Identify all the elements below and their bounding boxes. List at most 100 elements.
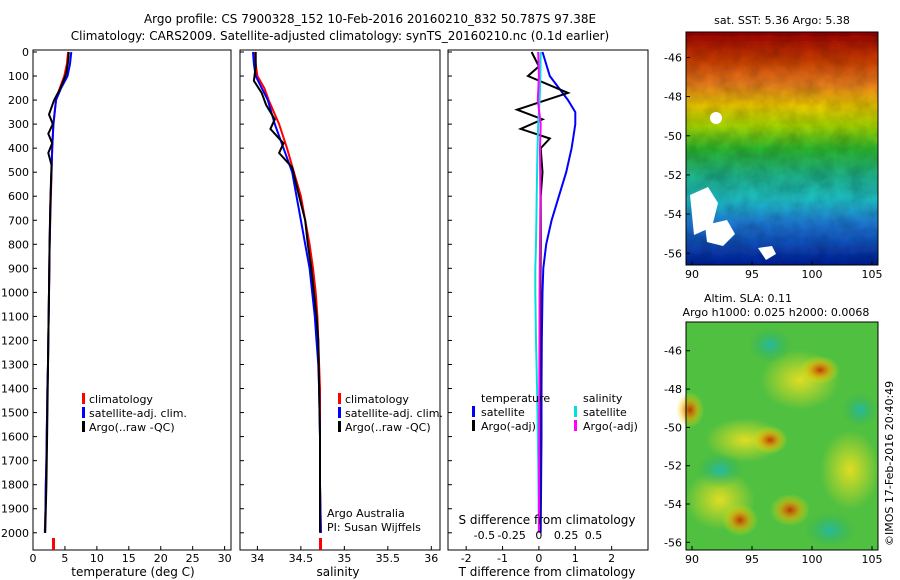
- legend-swatch-satellite: [338, 407, 341, 418]
- sst-map-frame: [685, 31, 879, 266]
- depth-tick-label: 700: [8, 214, 29, 227]
- depth-tick-label: 600: [8, 190, 29, 203]
- x-tick-label: -2: [461, 552, 472, 565]
- salinity-axis-label: salinity: [316, 565, 359, 579]
- climatology-bottom-marker: [319, 538, 322, 550]
- depth-tick-label: 1200: [1, 334, 29, 347]
- x-tick-label: 25: [186, 552, 200, 565]
- imos-credit: ©IMOS 17-Feb-2016 20:40:49: [883, 381, 896, 546]
- legend-label-temp-argo: Argo(-adj): [481, 420, 536, 433]
- legend-swatch-sal-argo: [574, 420, 577, 431]
- sst-map-nodata-patch: [690, 187, 718, 235]
- map-x-tick-label: 100: [802, 268, 823, 281]
- depth-axis: 0 100 200 300 400 500 600 700 800 900 1000 1100 1200…: [1, 46, 452, 540]
- salinity-legend: climatology satellite-adj. clim. Argo(..…: [327, 393, 443, 534]
- map-y-tick-label: -52: [664, 460, 682, 473]
- map-y-tick-label: -46: [664, 345, 682, 358]
- sst-map: [685, 31, 879, 266]
- depth-tick-label: 900: [8, 262, 29, 275]
- series-line-temperature-satellite: [539, 51, 577, 533]
- map-y-tick-label: -52: [664, 169, 682, 182]
- legend-label-argo: Argo(..raw -QC): [345, 421, 431, 434]
- depth-tick-label: 200: [8, 94, 29, 107]
- map-y-tick-label: -54: [664, 498, 682, 511]
- map-y-tick-label: -54: [664, 208, 682, 221]
- t-difference-axis-label: T difference from climatology: [458, 565, 636, 579]
- sla-map-blob: [696, 452, 744, 488]
- legend-swatch-argo: [82, 421, 85, 432]
- depth-tick-label: 800: [8, 238, 29, 251]
- x-tick-label: 1: [572, 552, 579, 565]
- map-x-tick-label: 95: [745, 553, 759, 566]
- sla-map-blob: [752, 426, 788, 454]
- map-y-tick-label: -56: [664, 536, 682, 549]
- legend-swatch-argo: [338, 421, 341, 432]
- salinity-plot: 34 34.5 35 35.5 36: [250, 51, 438, 565]
- x-tick-label: 15: [122, 552, 136, 565]
- sla-map-blob: [770, 494, 810, 526]
- depth-tick-label: 1500: [1, 407, 29, 420]
- x-tick-label: 5: [61, 552, 68, 565]
- temperature-plot-frame: [32, 49, 232, 551]
- temperature-axis-label: temperature (deg C): [71, 565, 194, 579]
- map-y-tick-label: -46: [664, 51, 682, 64]
- header-title-line2: Climatology: CARS2009. Satellite-adjuste…: [71, 29, 609, 43]
- salinity-plot-frame: [239, 49, 441, 551]
- series-line-argo-raw-qc-: [44, 51, 70, 533]
- x-tick-label: 35.5: [376, 552, 401, 565]
- series-line-satellite-adj-clim-: [252, 51, 322, 533]
- sst-map-axes: 90 95 100 105 -46 -48 -50 -52 -54 -56: [664, 51, 882, 281]
- sst-map-nodata-patch: [758, 246, 776, 260]
- x-tick-label: 34: [250, 552, 264, 565]
- difference-plot: -2 -1 0 1 2 -0.5 -0.25 0 0.25 0.5: [461, 51, 615, 565]
- depth-tick-label: 1800: [1, 479, 29, 492]
- sla-map: [676, 321, 880, 551]
- sla-map-blob: [748, 327, 792, 363]
- depth-tick-label: 1300: [1, 359, 29, 372]
- depth-tick-label: 0: [22, 46, 29, 59]
- temperature-legend: climatology satellite-adj. clim. Argo(..…: [82, 393, 187, 434]
- sla-map-blob: [676, 392, 704, 428]
- legend-label-sal-argo: Argo(-adj): [583, 420, 638, 433]
- depth-tick-label: 1700: [1, 455, 29, 468]
- sla-map-blob: [800, 356, 840, 384]
- depth-tick-label: 1000: [1, 286, 29, 299]
- legend-label-satellite: satellite-adj. clim.: [89, 407, 187, 420]
- sla-map-title-line1: Altim. SLA: 0.11: [704, 292, 792, 305]
- x-tick-label: 34.5: [289, 552, 314, 565]
- map-x-tick-label: 105: [862, 268, 883, 281]
- temperature-plot: 0 5 10 15 20 25 30: [30, 51, 232, 565]
- x-tick-label: 36: [424, 552, 438, 565]
- legend-header-salinity: salinity: [583, 392, 623, 405]
- x-tick-label: 20: [154, 552, 168, 565]
- sla-map-blob: [842, 392, 878, 428]
- legend-label-climatology: climatology: [89, 393, 153, 406]
- s-tick-label: -0.5: [474, 529, 495, 542]
- depth-tick-label: 300: [8, 118, 29, 131]
- legend-label-satellite: satellite-adj. clim.: [345, 407, 443, 420]
- sst-argo-marker: [710, 112, 722, 124]
- sla-map-frame: [685, 321, 879, 551]
- legend-label-sal-satellite: satellite: [583, 406, 627, 419]
- sla-map-title-line2: Argo h1000: 0.025 h2000: 0.0068: [683, 306, 870, 319]
- depth-tick-label: 1900: [1, 503, 29, 516]
- s-difference-axis-label: S difference from climatology: [459, 513, 636, 527]
- depth-tick-label: 1600: [1, 431, 29, 444]
- legend-header-temperature: temperature: [481, 392, 550, 405]
- series-line-salinity-argo-adj-: [536, 51, 542, 533]
- depth-tick-label: 2000: [1, 527, 29, 540]
- difference-plot-frame: [447, 49, 649, 551]
- map-x-tick-label: 90: [685, 553, 699, 566]
- legend-label-temp-satellite: satellite: [481, 406, 525, 419]
- climatology-bottom-marker: [52, 538, 55, 550]
- s-tick-label: 0.25: [554, 529, 579, 542]
- depth-tick-label: 1100: [1, 310, 29, 323]
- x-tick-label: 0: [30, 552, 37, 565]
- depth-tick-label: 500: [8, 166, 29, 179]
- sla-map-axes: 90 95 100 105 -46 -48 -50 -52 -54 -56: [664, 345, 882, 566]
- s-tick-label: 0: [535, 529, 542, 542]
- s-tick-label: -0.25: [497, 529, 525, 542]
- legend-swatch-climatology: [338, 393, 341, 404]
- x-tick-label: 10: [90, 552, 104, 565]
